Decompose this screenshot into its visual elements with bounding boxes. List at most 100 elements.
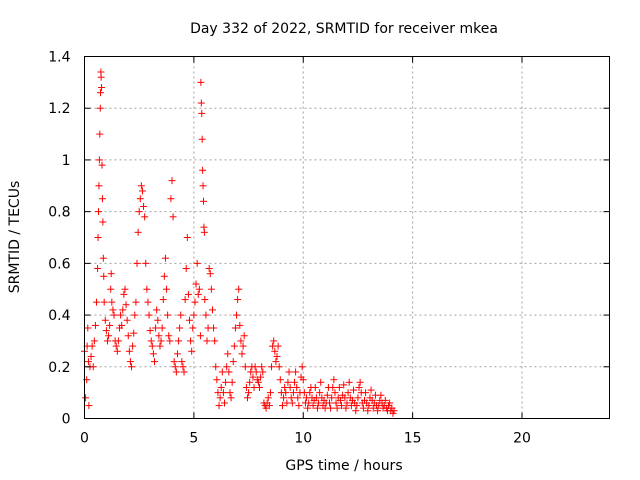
data-point bbox=[390, 407, 398, 415]
data-point bbox=[113, 347, 121, 355]
data-point bbox=[257, 373, 265, 381]
data-point bbox=[280, 394, 288, 402]
data-point bbox=[305, 399, 313, 407]
data-point bbox=[292, 368, 300, 376]
data-point bbox=[163, 285, 171, 293]
data-point bbox=[98, 195, 106, 203]
data-point bbox=[94, 234, 102, 241]
data-point bbox=[178, 358, 186, 366]
data-point bbox=[211, 337, 219, 345]
data-point bbox=[359, 404, 367, 412]
x-axis-label: GPS time / hours bbox=[285, 458, 402, 474]
data-point bbox=[199, 182, 207, 190]
data-point bbox=[271, 347, 279, 355]
data-point bbox=[122, 301, 130, 309]
data-point bbox=[316, 389, 324, 397]
data-point bbox=[331, 389, 339, 397]
data-point bbox=[200, 228, 208, 236]
data-point bbox=[252, 368, 260, 376]
data-point bbox=[180, 368, 188, 376]
data-point bbox=[101, 316, 109, 324]
data-point bbox=[326, 399, 333, 407]
data-point bbox=[233, 311, 241, 319]
data-point bbox=[193, 259, 201, 267]
data-point bbox=[210, 324, 218, 332]
data-point bbox=[171, 363, 179, 371]
data-point bbox=[237, 337, 245, 345]
data-point bbox=[315, 399, 323, 407]
data-point bbox=[333, 404, 341, 412]
data-point bbox=[93, 298, 101, 306]
data-point bbox=[345, 378, 353, 386]
data-point bbox=[112, 342, 120, 350]
data-point bbox=[186, 316, 193, 324]
data-point bbox=[94, 265, 102, 273]
data-points bbox=[81, 68, 398, 417]
data-point bbox=[154, 316, 162, 324]
data-point bbox=[133, 259, 141, 267]
data-point bbox=[88, 342, 96, 350]
data-point bbox=[95, 156, 103, 164]
data-point bbox=[323, 391, 331, 399]
data-point bbox=[365, 402, 373, 410]
data-point bbox=[240, 332, 248, 340]
data-point bbox=[107, 285, 115, 293]
data-point bbox=[142, 259, 150, 267]
data-point bbox=[100, 272, 108, 280]
data-point bbox=[288, 399, 296, 407]
data-point bbox=[95, 182, 103, 190]
data-point bbox=[100, 298, 108, 306]
data-point bbox=[84, 324, 92, 332]
y-tick-label: 1.4 bbox=[48, 50, 70, 66]
data-point bbox=[99, 218, 107, 226]
data-point bbox=[344, 389, 352, 397]
data-point bbox=[183, 234, 191, 241]
data-point bbox=[151, 358, 158, 366]
data-point bbox=[145, 311, 153, 319]
data-point bbox=[287, 394, 295, 402]
data-point bbox=[121, 285, 129, 293]
data-point bbox=[218, 368, 226, 376]
data-point bbox=[136, 195, 144, 203]
data-point bbox=[144, 298, 152, 306]
data-point bbox=[164, 311, 172, 319]
data-point bbox=[201, 296, 209, 304]
data-point bbox=[242, 383, 250, 391]
data-point bbox=[212, 363, 220, 371]
data-point bbox=[336, 396, 344, 404]
data-point bbox=[245, 389, 253, 397]
data-point bbox=[259, 368, 267, 376]
data-point bbox=[105, 332, 113, 340]
data-point bbox=[149, 350, 157, 358]
data-point bbox=[335, 383, 343, 391]
y-tick-label: 0 bbox=[62, 412, 71, 428]
data-point bbox=[246, 378, 254, 386]
data-point bbox=[205, 265, 213, 273]
data-point bbox=[295, 402, 303, 410]
data-point bbox=[170, 358, 178, 366]
data-point bbox=[124, 332, 132, 340]
data-point bbox=[120, 290, 128, 298]
data-point bbox=[126, 358, 134, 366]
data-point bbox=[225, 368, 233, 376]
data-point bbox=[125, 347, 133, 355]
data-point bbox=[386, 399, 394, 407]
data-point bbox=[146, 327, 154, 335]
data-point bbox=[137, 182, 145, 190]
data-point bbox=[192, 280, 200, 288]
data-point bbox=[87, 352, 95, 360]
data-point bbox=[268, 363, 276, 371]
data-point bbox=[222, 378, 230, 386]
x-tick-label: 20 bbox=[513, 431, 531, 447]
data-point bbox=[229, 358, 237, 366]
data-point bbox=[217, 383, 225, 391]
data-point bbox=[195, 285, 203, 293]
data-point bbox=[177, 311, 185, 319]
data-point bbox=[203, 337, 211, 345]
data-point bbox=[102, 327, 110, 335]
data-point bbox=[282, 389, 290, 397]
data-point bbox=[158, 324, 166, 332]
data-point bbox=[251, 363, 259, 371]
data-point bbox=[181, 296, 189, 304]
